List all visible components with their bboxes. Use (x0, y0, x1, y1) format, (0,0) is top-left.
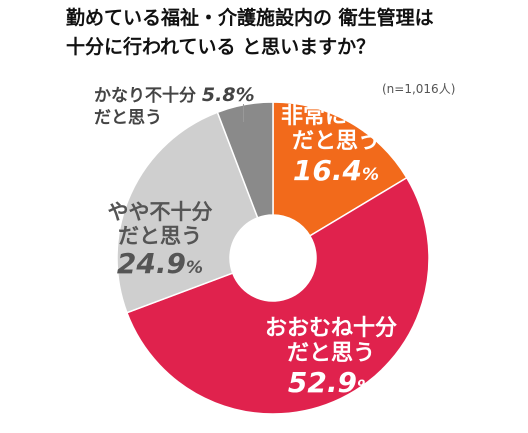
leader-line (243, 104, 244, 122)
slice-value: 5.8% (201, 84, 255, 106)
slice-label-line2: だと思う (286, 341, 375, 367)
slice-very-insufficient (216, 101, 274, 219)
slice-label-mostly-sufficient: おおむね十分 だと思う 52.9% (256, 316, 406, 399)
slice-label-very-insufficient: かなり不十分 5.8% だと思う (94, 84, 255, 129)
slice-label-line2: だと思う (94, 108, 162, 128)
slice-value: 24.9% (116, 247, 204, 281)
slice-value: 16.4% (292, 153, 380, 187)
slice-label-line2: だと思う (118, 224, 202, 249)
slice-label-somewhat-insufficient: やや不十分 だと思う 24.9% (95, 200, 225, 280)
chart-title: 勤めている福祉・介護施設内の 衛生管理は 十分に行われている と思いますか？ (66, 4, 506, 62)
title-line-2: 十分に行われている と思いますか？ (66, 36, 376, 58)
slice-label-line1: おおむね十分 (264, 316, 397, 341)
slice-somewhat-insufficient (116, 111, 259, 314)
slice-label-line1: やや不十分 (107, 200, 213, 224)
sample-size-note: (n=1,016人) (382, 82, 456, 96)
slice-label-line1: かなり不十分 (94, 86, 196, 106)
title-line-1: 勤めている福祉・介護施設内の 衛生管理は (66, 7, 434, 29)
slice-mostly-sufficient (125, 176, 430, 415)
slice-very-sufficient (272, 101, 408, 237)
slice-label-line1: 非常に十分 (280, 104, 391, 129)
slice-label-line2: だと思う (291, 129, 380, 155)
slice-value: 52.9% (287, 365, 375, 399)
slice-label-very-sufficient: 非常に十分 だと思う 16.4% (276, 104, 396, 187)
